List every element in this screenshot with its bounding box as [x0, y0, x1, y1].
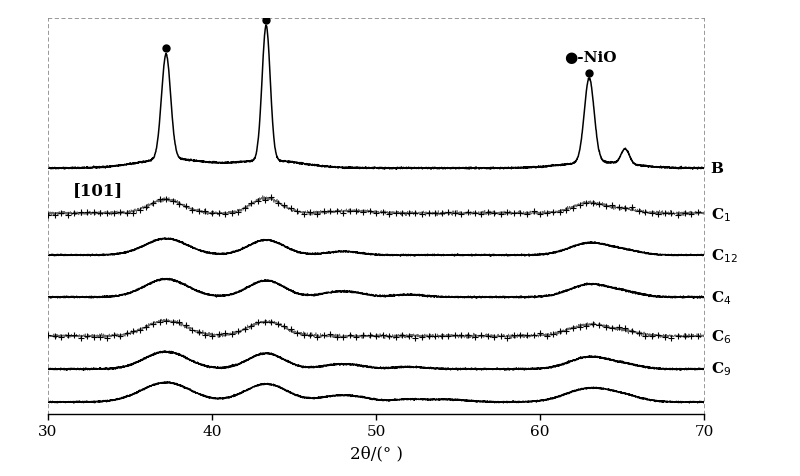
X-axis label: 2θ/(° ): 2θ/(° )	[350, 444, 402, 461]
Text: C$_9$: C$_9$	[710, 360, 731, 377]
Text: C$_1$: C$_1$	[710, 206, 730, 223]
Text: C$_{12}$: C$_{12}$	[710, 247, 738, 264]
Text: C$_4$: C$_4$	[710, 289, 731, 307]
Text: B: B	[710, 162, 723, 176]
Text: ●-NiO: ●-NiO	[565, 51, 617, 65]
Text: [101]: [101]	[73, 181, 123, 198]
Text: C$_6$: C$_6$	[710, 327, 731, 345]
